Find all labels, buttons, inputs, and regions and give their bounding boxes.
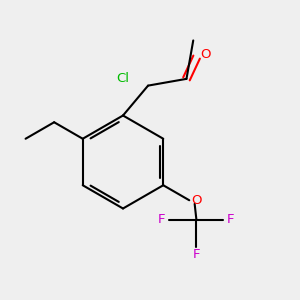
Text: O: O bbox=[200, 48, 211, 61]
Text: F: F bbox=[227, 214, 235, 226]
Text: F: F bbox=[158, 214, 166, 226]
Text: Cl: Cl bbox=[116, 72, 129, 85]
Text: F: F bbox=[193, 248, 200, 261]
Text: O: O bbox=[191, 194, 202, 207]
